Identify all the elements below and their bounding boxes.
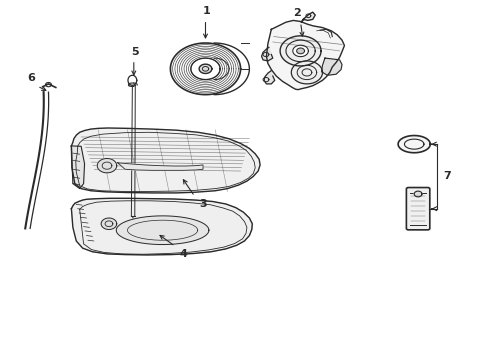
- Polygon shape: [321, 58, 341, 75]
- Polygon shape: [397, 135, 429, 153]
- FancyBboxPatch shape: [406, 188, 429, 230]
- Polygon shape: [301, 12, 315, 22]
- Polygon shape: [101, 218, 117, 229]
- Polygon shape: [97, 158, 117, 173]
- Polygon shape: [296, 48, 304, 54]
- Polygon shape: [413, 191, 421, 197]
- Text: 5: 5: [131, 47, 138, 57]
- Text: 7: 7: [442, 171, 450, 181]
- Text: 4: 4: [179, 249, 186, 259]
- Polygon shape: [71, 198, 252, 255]
- Polygon shape: [170, 43, 240, 95]
- Text: 6: 6: [27, 73, 35, 83]
- Polygon shape: [71, 146, 84, 189]
- Polygon shape: [280, 36, 321, 66]
- Polygon shape: [266, 21, 344, 90]
- Polygon shape: [261, 47, 272, 61]
- Polygon shape: [291, 61, 322, 84]
- Text: 1: 1: [202, 6, 210, 16]
- Polygon shape: [190, 58, 220, 80]
- Polygon shape: [292, 45, 308, 57]
- Polygon shape: [71, 128, 260, 193]
- Polygon shape: [116, 216, 208, 244]
- Polygon shape: [264, 71, 274, 84]
- Polygon shape: [199, 64, 211, 73]
- Text: 2: 2: [293, 8, 301, 18]
- Polygon shape: [118, 163, 203, 170]
- Text: 3: 3: [199, 199, 207, 210]
